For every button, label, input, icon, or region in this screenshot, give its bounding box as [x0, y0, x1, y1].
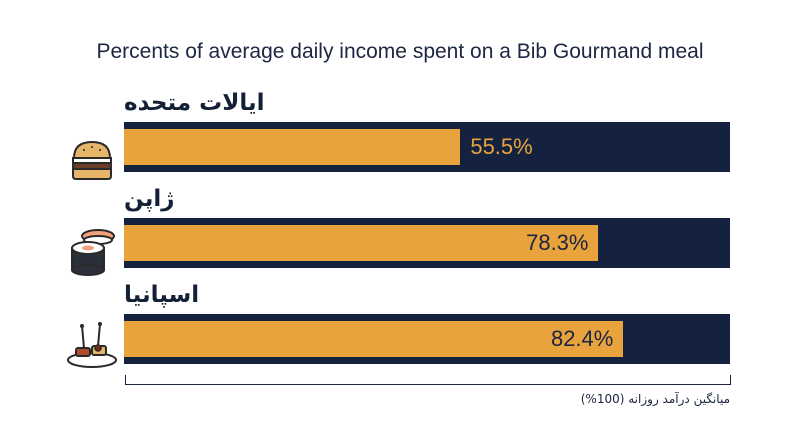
bar-usa [124, 129, 461, 165]
bar-japan [124, 225, 599, 261]
chart-title: Percents of average daily income spent o… [96, 40, 704, 63]
tapas-icon [67, 322, 117, 368]
category-label-japan: ژاپن [124, 186, 175, 212]
x-axis-label: میانگین درآمد روزانه (100%) [580, 392, 730, 406]
burger-icon [72, 140, 112, 180]
bar-track-japan: 78.3% [124, 218, 730, 268]
sushi-icon [71, 229, 115, 276]
bar-value-spain: 82.4% [550, 326, 614, 351]
bar-spain [124, 321, 624, 357]
category-label-usa: ایالات متحده [124, 90, 265, 116]
bar-value-usa: 55.5% [470, 134, 533, 159]
bar-track-spain: 82.4% [124, 314, 730, 364]
bar-value-japan: 78.3% [526, 230, 589, 255]
x-axis-bracket [125, 375, 731, 385]
category-label-spain: اسپانیا [124, 282, 200, 308]
bar-track-usa: 55.5% [124, 122, 730, 172]
